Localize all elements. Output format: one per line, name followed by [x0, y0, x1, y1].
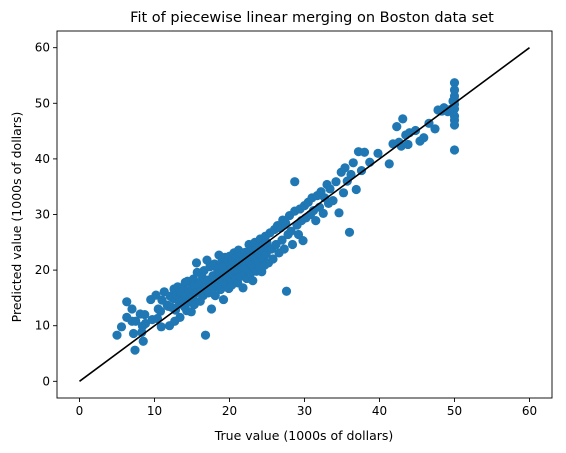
data-point: [281, 218, 291, 228]
data-point: [127, 304, 137, 314]
data-point: [286, 226, 296, 236]
data-point: [403, 139, 413, 150]
reference-line: [79, 47, 530, 382]
data-point: [140, 309, 150, 320]
y-axis: 0 10 20 30 40 50 60: [35, 41, 57, 388]
data-point: [298, 236, 308, 246]
data-point: [175, 312, 185, 322]
data-point: [191, 258, 202, 268]
data-point: [116, 322, 127, 332]
data-point: [268, 254, 278, 264]
data-point: [325, 184, 335, 194]
data-point: [384, 159, 394, 169]
data-point: [311, 216, 321, 226]
data-point: [410, 125, 421, 136]
data-point: [290, 177, 300, 187]
data-point: [351, 184, 361, 195]
data-point: [281, 286, 292, 296]
data-point: [348, 158, 358, 168]
x-tick-label: 10: [147, 404, 162, 418]
data-point: [342, 176, 352, 186]
data-point: [186, 307, 196, 317]
y-tick-label: 30: [35, 208, 50, 222]
data-point: [138, 336, 148, 346]
data-point: [122, 297, 132, 307]
data-point: [200, 330, 211, 340]
y-tick-label: 20: [35, 263, 50, 277]
data-point: [392, 122, 402, 132]
x-tick-label: 50: [447, 404, 462, 418]
data-point: [328, 196, 338, 206]
data-points: [112, 78, 460, 355]
data-point: [318, 208, 328, 218]
data-point: [356, 165, 367, 176]
data-point: [152, 313, 163, 324]
data-point: [287, 239, 298, 250]
y-tick-label: 10: [35, 319, 50, 333]
data-point: [346, 169, 356, 180]
data-point: [373, 148, 383, 158]
y-tick-label: 40: [35, 152, 50, 166]
y-axis-label: Predicted value (1000s of dollars): [9, 112, 24, 323]
x-tick-label: 30: [297, 404, 312, 418]
data-point: [449, 78, 460, 88]
data-point: [131, 316, 141, 326]
y-tick-label: 0: [42, 374, 50, 388]
data-point: [449, 145, 460, 155]
data-point: [449, 104, 460, 114]
data-point: [277, 235, 287, 245]
x-tick-label: 20: [222, 404, 237, 418]
x-tick-label: 0: [76, 404, 84, 418]
data-point: [155, 306, 166, 316]
data-point: [279, 244, 289, 254]
data-point: [130, 345, 140, 355]
x-tick-label: 40: [372, 404, 387, 418]
data-point: [238, 283, 248, 293]
data-point: [112, 330, 122, 340]
data-point: [210, 291, 220, 301]
x-axis-label: True value (1000s of dollars): [214, 428, 394, 443]
data-point: [419, 133, 429, 143]
data-point: [334, 208, 344, 218]
data-point: [128, 328, 139, 339]
data-point: [344, 227, 355, 237]
x-axis: 0 10 20 30 40 50 60: [76, 398, 537, 418]
data-point: [331, 177, 341, 187]
y-tick-label: 60: [35, 41, 50, 55]
data-point: [248, 276, 258, 286]
data-point: [398, 114, 408, 124]
data-point: [340, 163, 350, 173]
data-point: [156, 322, 166, 332]
data-point: [338, 188, 349, 198]
data-point: [430, 124, 440, 134]
data-point: [449, 120, 460, 130]
data-point: [218, 294, 229, 305]
plot-area: [56, 30, 553, 399]
data-point: [206, 304, 217, 314]
x-tick-label: 60: [522, 404, 537, 418]
chart-title: Fit of piecewise linear merging on Bosto…: [130, 10, 494, 26]
y-tick-label: 50: [35, 96, 50, 110]
data-point: [140, 318, 151, 329]
data-point: [359, 147, 370, 157]
